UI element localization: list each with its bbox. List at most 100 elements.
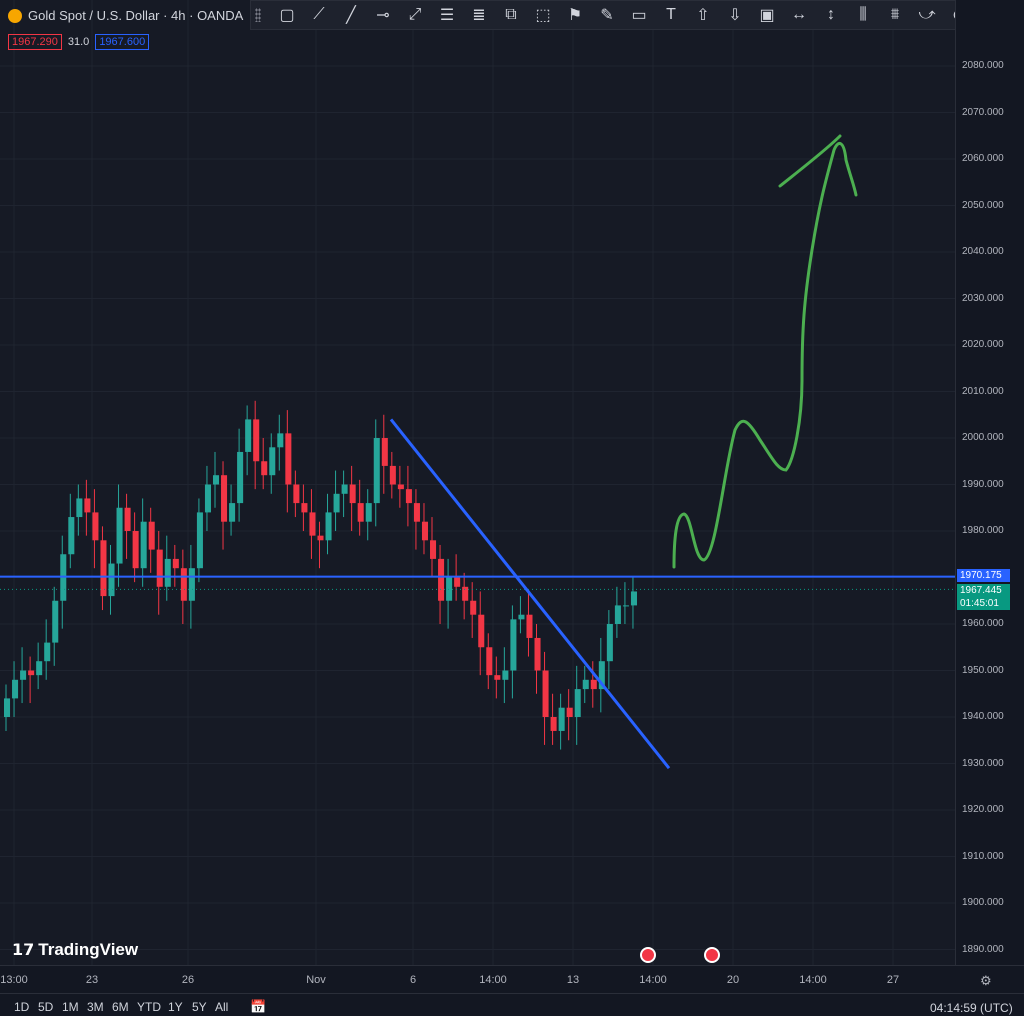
time-tick-label: 20 bbox=[726, 974, 740, 986]
descending-trendline bbox=[389, 418, 671, 770]
candle-body bbox=[430, 540, 437, 559]
symbol-header: Gold Spot / U.S. Dollar · 4h · OANDA bbox=[8, 8, 243, 23]
candle-body bbox=[494, 675, 501, 680]
utc-clock[interactable]: 04:14:59 (UTC) bbox=[930, 1001, 1013, 1015]
candle-body bbox=[108, 563, 115, 597]
candle-body bbox=[421, 521, 429, 541]
arrow-down-tool[interactable]: ⇩ bbox=[728, 7, 742, 24]
range-button-1m[interactable]: 1M bbox=[62, 1000, 79, 1014]
candle-body bbox=[124, 507, 131, 531]
candle-body bbox=[28, 670, 35, 676]
ghost-feed-tool[interactable]: ⩩ bbox=[890, 6, 900, 23]
candle-body bbox=[76, 498, 83, 518]
candle-body bbox=[486, 647, 493, 676]
candle-body bbox=[357, 503, 364, 522]
tradingview-wordmark: TradingView bbox=[38, 940, 139, 959]
arrow-up-tool[interactable]: ⇧ bbox=[696, 7, 710, 24]
range-button-5y[interactable]: 5Y bbox=[192, 1000, 207, 1014]
candle-body bbox=[132, 531, 139, 569]
chart-canvas[interactable] bbox=[0, 0, 955, 965]
tradingview-logo[interactable]: 𝟭𝟳 TradingView bbox=[12, 940, 138, 960]
fib-extension-tool[interactable]: ≣ bbox=[472, 7, 486, 24]
range-button-1d[interactable]: 1D bbox=[14, 1000, 30, 1014]
candle-body bbox=[261, 461, 268, 476]
candle-body bbox=[462, 586, 469, 601]
fib-retracement-tool[interactable]: ☰ bbox=[439, 7, 455, 24]
candle-body bbox=[301, 503, 308, 513]
rectangle-tool[interactable]: ▢ bbox=[279, 7, 295, 24]
range-button-ytd[interactable]: YTD bbox=[137, 1000, 161, 1014]
price-tick-label: 2010.000 bbox=[962, 385, 1004, 397]
time-tick-label: 27 bbox=[886, 974, 900, 986]
date-range-tool[interactable]: ↔ bbox=[791, 6, 807, 23]
hand-drawn-forecast bbox=[672, 134, 858, 569]
range-button-1y[interactable]: 1Y bbox=[168, 1000, 183, 1014]
path-tool[interactable]: ⟋ bbox=[313, 6, 325, 23]
price-tick-label: 2000.000 bbox=[962, 432, 1004, 443]
candle-body bbox=[470, 600, 477, 615]
bottom-toolbar bbox=[0, 993, 1024, 1016]
range-button-3m[interactable]: 3M bbox=[87, 1000, 104, 1014]
candle-body bbox=[454, 577, 461, 587]
candle-body bbox=[172, 558, 179, 569]
price-chart[interactable] bbox=[0, 0, 955, 965]
candle-body bbox=[116, 507, 123, 564]
bars-pattern-tool[interactable]: ⫼ bbox=[859, 6, 867, 23]
symbol-title[interactable]: Gold Spot / U.S. Dollar · 4h · OANDA bbox=[28, 8, 244, 23]
candle-body bbox=[100, 540, 107, 597]
forecast-tool[interactable]: ⤻ bbox=[918, 6, 936, 23]
time-axis[interactable] bbox=[0, 965, 1024, 994]
calendar-icon[interactable]: 📅 bbox=[250, 999, 267, 1014]
candle-body bbox=[245, 419, 252, 452]
price-tick-label: 1920.000 bbox=[962, 804, 1004, 815]
candle-body bbox=[510, 619, 517, 671]
candle-body bbox=[237, 451, 244, 504]
horizontal-line-tool[interactable]: ⊸ bbox=[376, 7, 390, 24]
tradingview-mark-icon: 𝟭𝟳 bbox=[12, 942, 35, 959]
price-range-tool[interactable]: ↕ bbox=[827, 6, 835, 23]
candle-body bbox=[389, 465, 396, 485]
range-button-6m[interactable]: 6M bbox=[112, 1000, 129, 1014]
price-tick-label: 2050.000 bbox=[962, 199, 1004, 211]
sell-button[interactable]: 1967.290 bbox=[8, 34, 62, 50]
candle-body bbox=[606, 624, 613, 662]
candle-body bbox=[204, 484, 211, 513]
time-tick-label: 23 bbox=[85, 974, 99, 986]
price-tick-label: 2020.000 bbox=[962, 339, 1004, 350]
flag-tool[interactable]: ⚑ bbox=[567, 7, 583, 24]
candle-body bbox=[164, 558, 171, 587]
candle-body bbox=[413, 503, 420, 522]
candle-body bbox=[156, 549, 163, 587]
price-tick-label: 1960.000 bbox=[962, 618, 1004, 629]
ray-tool[interactable]: ⤢ bbox=[408, 6, 422, 23]
candle-body bbox=[526, 614, 533, 638]
economic-event-icon[interactable] bbox=[704, 947, 720, 963]
callout-tool[interactable]: ⬚ bbox=[535, 7, 551, 24]
gear-icon[interactable]: ⚙ bbox=[980, 973, 992, 988]
candle-body bbox=[558, 707, 565, 731]
toolbar-grip-handle[interactable] bbox=[255, 8, 261, 22]
candle-body bbox=[566, 707, 573, 717]
candle-body bbox=[478, 614, 485, 648]
price-tick-label: 1940.000 bbox=[962, 711, 1004, 722]
image-tool[interactable]: ▣ bbox=[759, 7, 775, 24]
buy-button[interactable]: 1967.600 bbox=[95, 34, 150, 50]
brush-tool[interactable]: ✎ bbox=[600, 7, 614, 24]
candle-body bbox=[92, 512, 99, 541]
candle-body bbox=[277, 433, 284, 448]
candle-body bbox=[365, 503, 372, 522]
price-tick-label: 1910.000 bbox=[962, 850, 1004, 862]
economic-event-icon[interactable] bbox=[640, 947, 656, 963]
price-tick-label: 1900.000 bbox=[962, 897, 1004, 908]
range-button-all[interactable]: All bbox=[215, 1000, 229, 1014]
candle-body bbox=[148, 521, 155, 550]
trendline-tool[interactable]: ╱ bbox=[346, 7, 356, 24]
comment-tool[interactable]: ▭ bbox=[631, 7, 647, 24]
range-button-5d[interactable]: 5D bbox=[38, 1000, 54, 1014]
price-axis[interactable] bbox=[955, 0, 1024, 965]
text-tool[interactable]: T bbox=[666, 6, 676, 23]
candle-body bbox=[44, 642, 51, 662]
candle-body bbox=[317, 535, 324, 541]
candle-body bbox=[405, 489, 412, 504]
parallel-channel-tool[interactable]: ⧉ bbox=[505, 6, 517, 23]
